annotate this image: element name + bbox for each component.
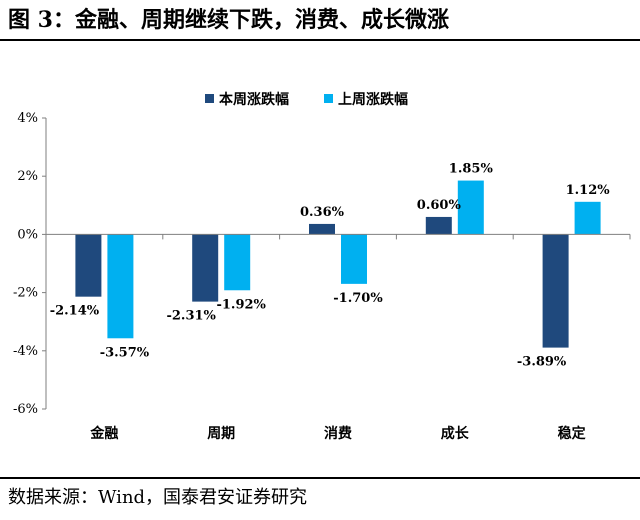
data-label: -2.14% [50,304,100,319]
data-labels-layer: -2.14% -3.57% -2.31%-1.92% 0.36% -1.70% 0.60%… [50,162,611,370]
bar-last-week [457,180,484,235]
data-label: 0.36% [300,205,345,220]
y-tick-label: 2% [17,169,38,184]
y-tick-label: 0% [17,227,38,242]
x-axis: 金融 周期 消费 成长 稳定 [45,233,631,442]
top-rule [0,39,640,41]
bar-this-week [542,234,569,348]
x-category-label: 消费 [324,425,352,442]
bar-last-week [107,234,134,339]
legend-label-2: 上周涨跌幅 [338,91,408,108]
data-label: 1.12% [566,183,611,198]
source-note: 数据来源：Wind，国泰君安证券研究 [8,487,308,508]
data-label: -2.31% [166,309,216,324]
x-category-label: 稳定 [558,425,586,442]
figure-title: 图 3：金融、周期继续下跌，消费、成长微涨 [8,7,449,33]
x-category-label: 周期 [207,426,235,442]
legend-label-1: 本周涨跌幅 [219,91,289,108]
x-category-label: 金融 [89,425,118,442]
bar-this-week [425,216,452,235]
y-tick-label: -6% [13,402,38,417]
data-label: -1.92% [216,297,266,312]
y-axis: 4% 2% 0% -2% -4% -6% [13,111,47,417]
y-tick-label: 4% [17,111,38,126]
bar-this-week [192,234,219,302]
data-label: -3.89% [517,355,567,370]
data-label: 0.60% [417,198,462,213]
bars-layer [75,180,601,348]
y-tick-label: -4% [13,344,38,359]
bottom-rule [0,477,640,479]
x-category-label: 成长 [441,425,470,442]
legend-swatch-2 [324,94,333,103]
chart-legend: 本周涨跌幅 上周涨跌幅 [205,91,408,108]
data-label: 1.85% [449,162,494,177]
bar-this-week [309,223,335,235]
bar-last-week [574,201,601,235]
bar-last-week [341,234,367,284]
bar-this-week [75,234,102,297]
y-tick-label: -2% [13,286,38,301]
data-label: -1.70% [333,291,383,306]
bar-last-week [224,234,251,291]
bar-chart: 本周涨跌幅 上周涨跌幅 4%2%0%-2%-4%-6% -2.14%-3.57%-… [13,91,631,442]
data-label: -3.57% [100,345,150,360]
legend-swatch-1 [205,94,214,103]
